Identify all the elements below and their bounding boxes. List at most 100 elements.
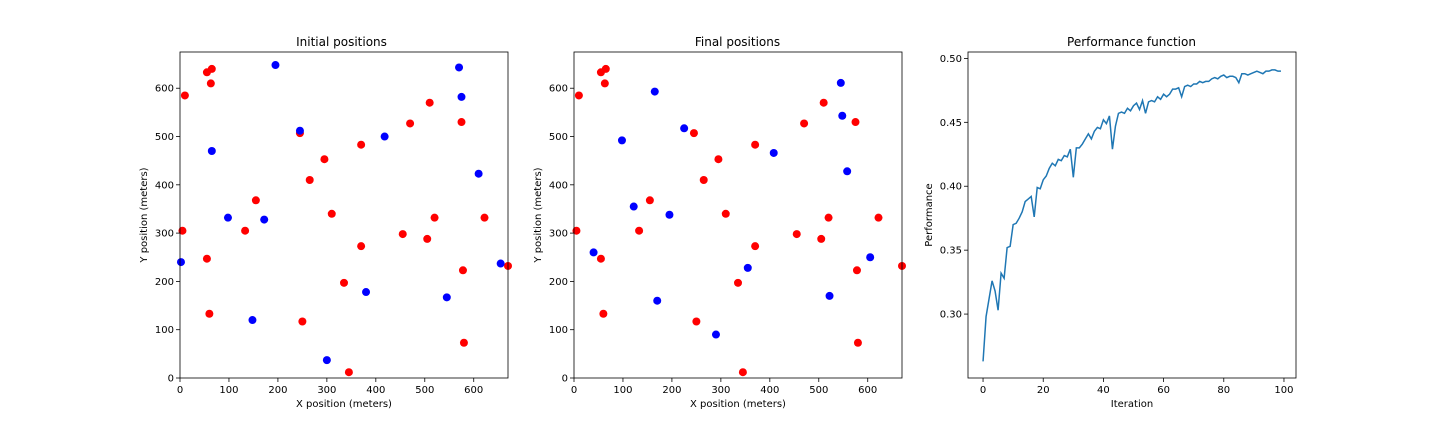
y-tick-label: 500 [549, 132, 568, 143]
data-point [430, 213, 439, 222]
y-tick-label: 200 [155, 277, 174, 288]
data-point [248, 316, 257, 325]
data-point [176, 258, 185, 267]
data-point [599, 309, 608, 318]
data-point [398, 230, 407, 239]
data-point [205, 309, 214, 318]
y-ticks: 0 100 200 300 400 500 600 [549, 84, 574, 385]
data-point [344, 368, 353, 377]
data-point [692, 317, 701, 326]
data-point [800, 119, 809, 128]
x-tick-label: 600 [858, 385, 877, 396]
y-tick-label: 300 [549, 229, 568, 240]
data-point [738, 368, 747, 377]
y-axis-label: Y position (meters) [533, 167, 544, 263]
data-point [825, 291, 834, 300]
data-point [600, 79, 609, 88]
data-point [295, 126, 304, 135]
plot-frame [573, 51, 903, 379]
data-point [689, 129, 698, 138]
data-point [260, 215, 269, 224]
data-point [853, 338, 862, 347]
data-point [223, 213, 232, 222]
x-tick-label: 400 [760, 385, 779, 396]
x-ticks: 0 100 200 300 400 500 600 [571, 378, 877, 396]
x-tick-label: 40 [1097, 385, 1110, 396]
data-point [574, 91, 583, 100]
x-tick-label: 300 [317, 385, 336, 396]
data-point [635, 226, 644, 235]
x-ticks: 0 20 40 60 80 100 [980, 378, 1294, 396]
data-point [572, 226, 581, 235]
y-tick-label: 400 [549, 180, 568, 191]
x-tick-label: 20 [1037, 385, 1050, 396]
plot-frame [179, 51, 509, 379]
data-point [357, 242, 366, 251]
y-tick-label: 600 [155, 84, 174, 95]
data-point [751, 242, 760, 251]
data-point [836, 78, 845, 87]
y-ticks: 0.30 0.35 0.40 0.45 0.50 [940, 54, 968, 321]
y-tick-label: 100 [549, 325, 568, 336]
y-tick-label: 0.45 [940, 118, 962, 129]
data-point [751, 140, 760, 149]
data-point [298, 317, 307, 326]
data-point [251, 196, 260, 205]
data-point [320, 155, 329, 164]
x-tick-label: 0 [571, 385, 577, 396]
y-tick-label: 400 [155, 180, 174, 191]
data-point [362, 288, 371, 297]
y-tick-label: 0.35 [940, 246, 962, 257]
data-point [838, 111, 847, 120]
data-point [629, 202, 638, 211]
data-point [474, 169, 483, 178]
data-point [207, 64, 216, 73]
performance-line [982, 69, 1281, 362]
data-point [792, 230, 801, 239]
y-tick-label: 0 [562, 374, 568, 385]
x-tick-label: 100 [1274, 385, 1293, 396]
x-tick-label: 600 [464, 385, 483, 396]
data-point [819, 98, 828, 107]
y-tick-label: 0.40 [940, 182, 962, 193]
data-point [178, 226, 187, 235]
x-tick-label: 60 [1157, 385, 1170, 396]
data-point [423, 234, 432, 243]
data-point [406, 119, 415, 128]
x-tick-label: 0 [980, 385, 986, 396]
data-point [442, 293, 451, 302]
data-point [322, 356, 331, 365]
y-tick-label: 100 [155, 325, 174, 336]
data-point [645, 196, 654, 205]
data-point [734, 278, 742, 287]
x-tick-label: 0 [177, 385, 183, 396]
initial-positions-panel: Initial positions 0 100 200 300 400 500 600 0 1… [139, 35, 512, 410]
data-point [769, 148, 778, 157]
data-point [653, 296, 662, 305]
data-point [357, 140, 366, 149]
data-point [665, 210, 674, 219]
y-axis-label: Y position (meters) [139, 167, 150, 263]
data-point [425, 98, 434, 107]
x-tick-label: 200 [268, 385, 287, 396]
data-point [851, 118, 860, 127]
data-point [202, 254, 211, 263]
data-point [843, 167, 852, 176]
series-line [982, 69, 1281, 362]
x-axis-label: X position (meters) [296, 399, 392, 410]
chart-title: Final positions [695, 35, 780, 49]
data-point [327, 209, 336, 218]
data-point [699, 175, 708, 184]
data-point [458, 266, 467, 275]
data-point [680, 124, 689, 133]
x-axis-label: X position (meters) [690, 399, 786, 410]
data-point [589, 248, 598, 257]
y-tick-label: 200 [549, 277, 568, 288]
data-point [714, 155, 723, 164]
x-tick-label: 400 [366, 385, 385, 396]
data-point [457, 92, 466, 101]
x-tick-label: 80 [1217, 385, 1230, 396]
y-tick-label: 0 [168, 374, 174, 385]
